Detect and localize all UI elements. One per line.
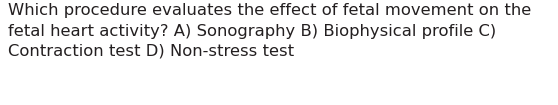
Text: Which procedure evaluates the effect of fetal movement on the
fetal heart activi: Which procedure evaluates the effect of … (8, 3, 532, 59)
